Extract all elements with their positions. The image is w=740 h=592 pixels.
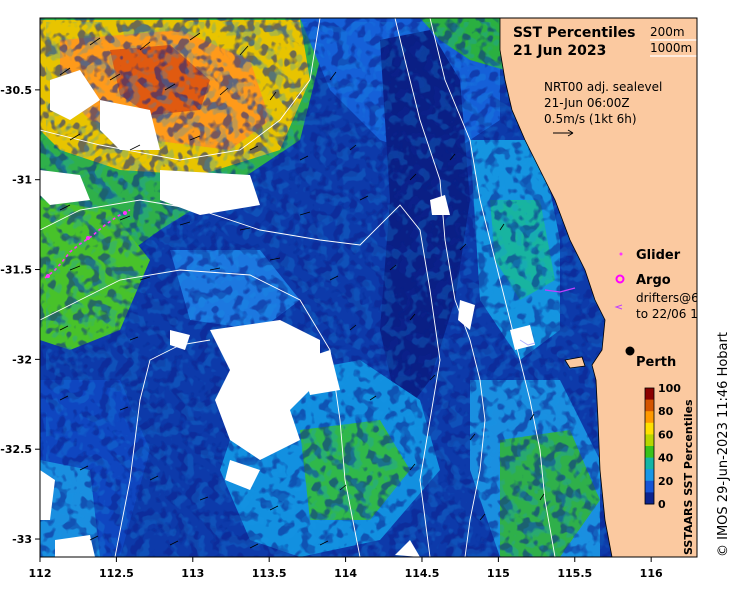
x-tick-label: 114 [334, 567, 357, 580]
colorbar-segment [645, 434, 654, 447]
x-tick-label: 112.5 [99, 567, 134, 580]
legend-drifters-line2: to 22/06 12Z [636, 307, 714, 321]
colorbar-segment [645, 388, 654, 401]
x-tick-label: 116 [640, 567, 663, 580]
contour-legend-200m: 200m [650, 25, 685, 39]
colorbar-segment [645, 457, 654, 470]
map-title-line2: 21 Jun 2023 [513, 43, 606, 59]
y-tick-label: -31.5 [0, 264, 32, 277]
x-tick-label: 114.5 [405, 567, 440, 580]
colorbar-segment [645, 411, 654, 424]
colorbar-tick-label: 0 [658, 498, 666, 511]
perth-marker [625, 346, 635, 356]
colorbar-segment [645, 446, 654, 459]
colorbar-tick-label: 100 [658, 382, 681, 395]
credit-text: © IMOS 29-Jun-2023 11:46 Hobart [716, 332, 731, 557]
x-tick-label: 113 [181, 567, 204, 580]
colorbar: 100 80 60 40 20 0 [644, 382, 681, 511]
colorbar-tick-label: 80 [658, 405, 674, 418]
y-tick-label: -31 [12, 174, 32, 187]
colorbar-segment [645, 492, 654, 505]
current-arrows [59, 32, 545, 549]
x-tick-label: 112 [29, 567, 52, 580]
legend-drifters-line1: drifters@6h [636, 291, 706, 305]
city-label-perth: Perth [636, 355, 676, 370]
x-tick-label: 115 [487, 567, 510, 580]
glider-tracks [44, 209, 576, 346]
y-tick-label: -33 [12, 533, 32, 546]
colorbar-tick-label: 20 [658, 475, 674, 488]
plot-area: Perth SST Percentiles 21 Jun 2023 200m 1… [40, 18, 714, 557]
y-axis: -30.5 -31 -31.5 -32 -32.5 -33 [0, 84, 40, 546]
colorbar-title: SSTAARS SST Percentiles [682, 399, 695, 555]
current-info-line2: 21-Jun 06:00Z [544, 96, 630, 110]
rottnest-island [564, 356, 586, 369]
colorbar-tick-label: 60 [658, 428, 674, 441]
map-title-line1: SST Percentiles [513, 25, 636, 41]
current-info-line1: NRT00 adj. sealevel [544, 80, 662, 94]
x-tick-label: 115.5 [557, 567, 592, 580]
contour-legend-1000m: 1000m [650, 41, 692, 55]
y-tick-label: -32.5 [0, 443, 32, 456]
cloud-gaps [40, 70, 535, 557]
current-info-line3: 0.5m/s (1kt 6h) [544, 112, 637, 126]
colorbar-segment [645, 422, 654, 435]
drifter-legend-icon [614, 304, 623, 310]
y-tick-label: -32 [12, 353, 32, 366]
x-axis: 112 112.5 113 113.5 114 114.5 115 115.5 116 [29, 557, 663, 580]
y-tick-label: -30.5 [0, 84, 32, 97]
legend-argo: Argo [636, 273, 671, 288]
argo-legend-icon [615, 274, 625, 284]
glider-legend-icon [619, 252, 623, 256]
colorbar-segment [645, 469, 654, 482]
colorbar-tick-label: 40 [658, 452, 674, 465]
bathymetry-contours [40, 18, 556, 557]
colorbar-segment [645, 399, 654, 412]
legend-glider: Glider [636, 248, 681, 263]
colorbar-frame [644, 387, 655, 505]
plot-frame [39, 17, 698, 558]
x-tick-label: 113.5 [252, 567, 287, 580]
colorbar-segment [645, 480, 654, 493]
